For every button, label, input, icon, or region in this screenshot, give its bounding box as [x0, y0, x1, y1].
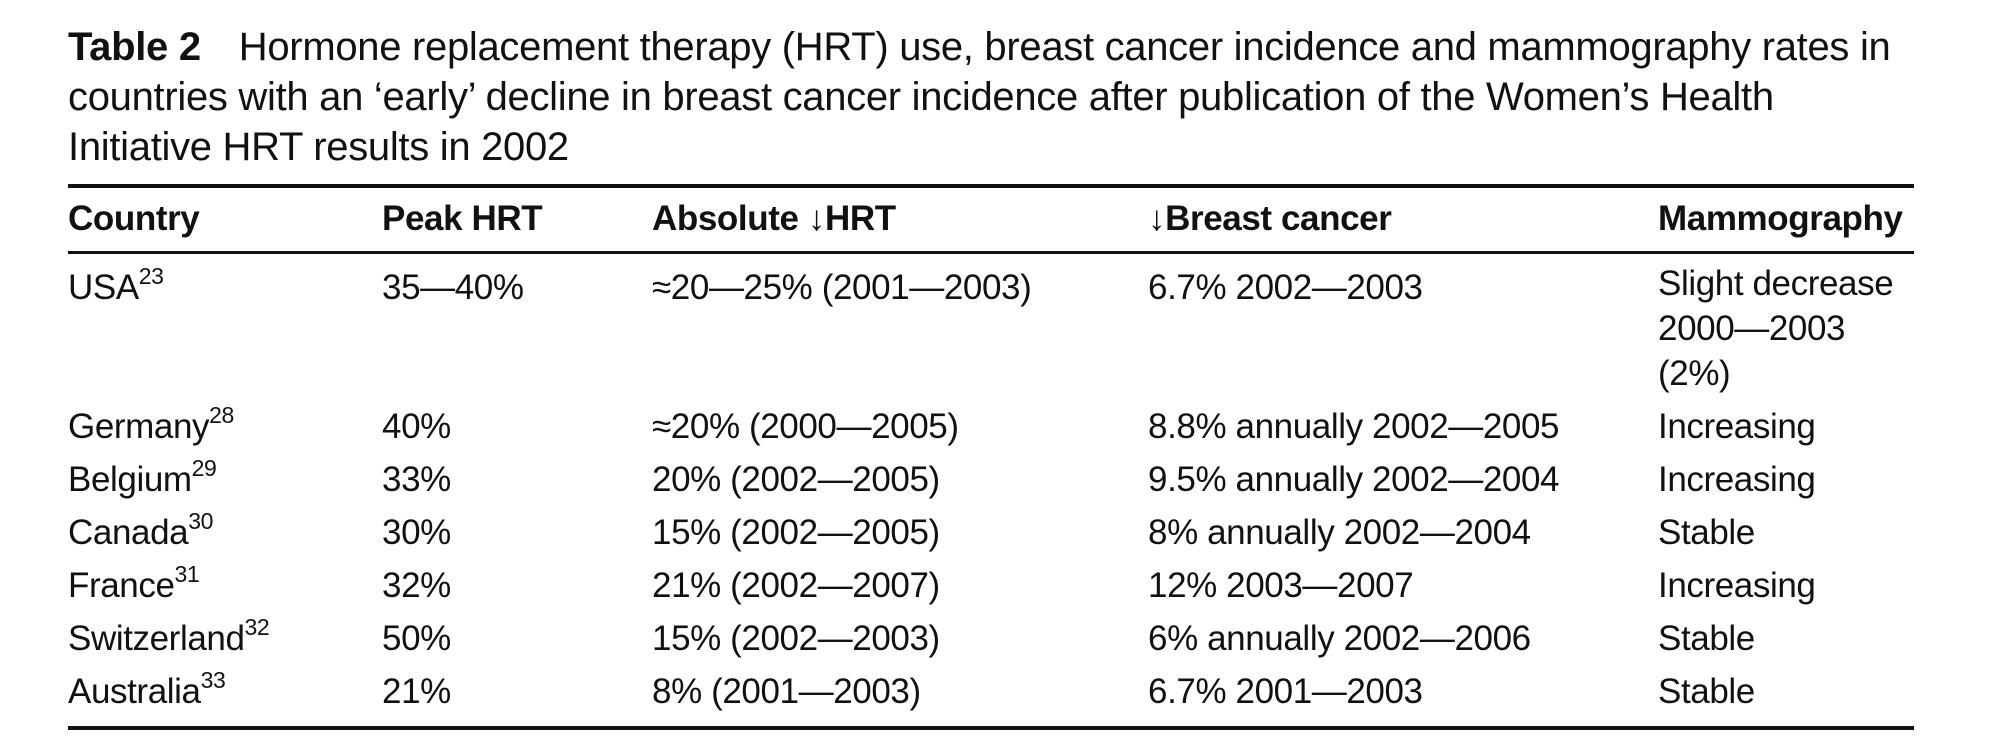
- table-row: France31 32% 21% (2002—2007) 12% 2003—20…: [68, 559, 1914, 612]
- reference-number: 23: [138, 263, 164, 289]
- peak-hrt-cell: 50%: [382, 619, 451, 658]
- absolute-hrt-cell: 8% (2001—2003): [652, 672, 921, 711]
- country-cell: Germany28: [68, 400, 382, 453]
- reference-number: 31: [174, 561, 200, 587]
- table-row: Switzerland32 50% 15% (2002—2003) 6% ann…: [68, 612, 1914, 665]
- absolute-hrt-cell: ≈20—25% (2001—2003): [652, 268, 1032, 307]
- table-row: Germany28 40% ≈20% (2000—2005) 8.8% annu…: [68, 400, 1914, 453]
- table-header-row: Country Peak HRT Absolute ↓HRT ↓Breast c…: [68, 186, 1914, 253]
- country-name: Australia: [68, 672, 201, 711]
- table-row: Belgium29 33% 20% (2002—2005) 9.5% annua…: [68, 453, 1914, 506]
- country-cell: USA23: [68, 253, 382, 401]
- absolute-hrt-cell: 20% (2002—2005): [652, 460, 940, 499]
- country-name: Canada: [68, 513, 189, 552]
- header-peak-hrt: Peak HRT: [382, 199, 543, 238]
- table-row: USA23 35—40% ≈20—25% (2001—2003) 6.7% 20…: [68, 253, 1914, 401]
- table-caption: Table 2 Hormone replacement therapy (HRT)…: [68, 22, 1914, 172]
- mammography-cell: Slight decrease 2000—2003 (2%): [1658, 264, 1894, 393]
- mammography-cell: Increasing: [1658, 460, 1816, 499]
- mammography-cell: Stable: [1658, 672, 1755, 711]
- country-cell: Australia33: [68, 665, 382, 728]
- reference-number: 33: [200, 667, 226, 693]
- table-row: Australia33 21% 8% (2001—2003) 6.7% 2001…: [68, 665, 1914, 728]
- country-name: Germany: [68, 407, 210, 446]
- breast-cancer-cell: 6% annually 2002—2006: [1148, 619, 1531, 658]
- country-name: France: [68, 566, 175, 605]
- header-absolute-hrt-decline: Absolute ↓HRT: [652, 199, 896, 238]
- document-page: Table 2 Hormone replacement therapy (HRT)…: [68, 22, 1914, 730]
- reference-number: 29: [191, 455, 217, 481]
- country-name: Switzerland: [68, 619, 245, 658]
- country-cell: Switzerland32: [68, 612, 382, 665]
- table-caption-text: Hormone replacement therapy (HRT) use, b…: [68, 25, 1891, 169]
- breast-cancer-cell: 8% annually 2002—2004: [1148, 513, 1531, 552]
- peak-hrt-cell: 30%: [382, 513, 451, 552]
- mammography-cell: Stable: [1658, 619, 1755, 658]
- header-country: Country: [68, 199, 200, 238]
- breast-cancer-cell: 8.8% annually 2002—2005: [1148, 407, 1560, 446]
- country-cell: France31: [68, 559, 382, 612]
- mammography-cell: Increasing: [1658, 407, 1816, 446]
- country-cell: Belgium29: [68, 453, 382, 506]
- reference-number: 30: [188, 508, 213, 534]
- absolute-hrt-cell: 15% (2002—2005): [652, 513, 940, 552]
- peak-hrt-cell: 21%: [382, 672, 451, 711]
- breast-cancer-cell: 12% 2003—2007: [1148, 566, 1414, 605]
- mammography-cell: Stable: [1658, 513, 1755, 552]
- country-name: USA: [68, 268, 139, 307]
- absolute-hrt-cell: 21% (2002—2007): [652, 566, 940, 605]
- header-mammography: Mammography: [1658, 199, 1903, 238]
- breast-cancer-cell: 9.5% annually 2002—2004: [1148, 460, 1560, 499]
- reference-number: 28: [209, 402, 234, 428]
- country-cell: Canada30: [68, 506, 382, 559]
- table-label: Table 2: [68, 25, 201, 69]
- country-name: Belgium: [68, 460, 192, 499]
- hrt-data-table: Country Peak HRT Absolute ↓HRT ↓Breast c…: [68, 184, 1914, 730]
- breast-cancer-cell: 6.7% 2001—2003: [1148, 672, 1423, 711]
- absolute-hrt-cell: ≈20% (2000—2005): [652, 407, 959, 446]
- peak-hrt-cell: 35—40%: [382, 268, 524, 307]
- breast-cancer-cell: 6.7% 2002—2003: [1148, 268, 1423, 307]
- peak-hrt-cell: 40%: [382, 407, 451, 446]
- peak-hrt-cell: 32%: [382, 566, 451, 605]
- absolute-hrt-cell: 15% (2002—2003): [652, 619, 940, 658]
- header-breast-cancer-decline: ↓Breast cancer: [1148, 199, 1392, 238]
- peak-hrt-cell: 33%: [382, 460, 451, 499]
- table-row: Canada30 30% 15% (2002—2005) 8% annually…: [68, 506, 1914, 559]
- mammography-cell: Increasing: [1658, 566, 1816, 605]
- reference-number: 32: [244, 614, 270, 640]
